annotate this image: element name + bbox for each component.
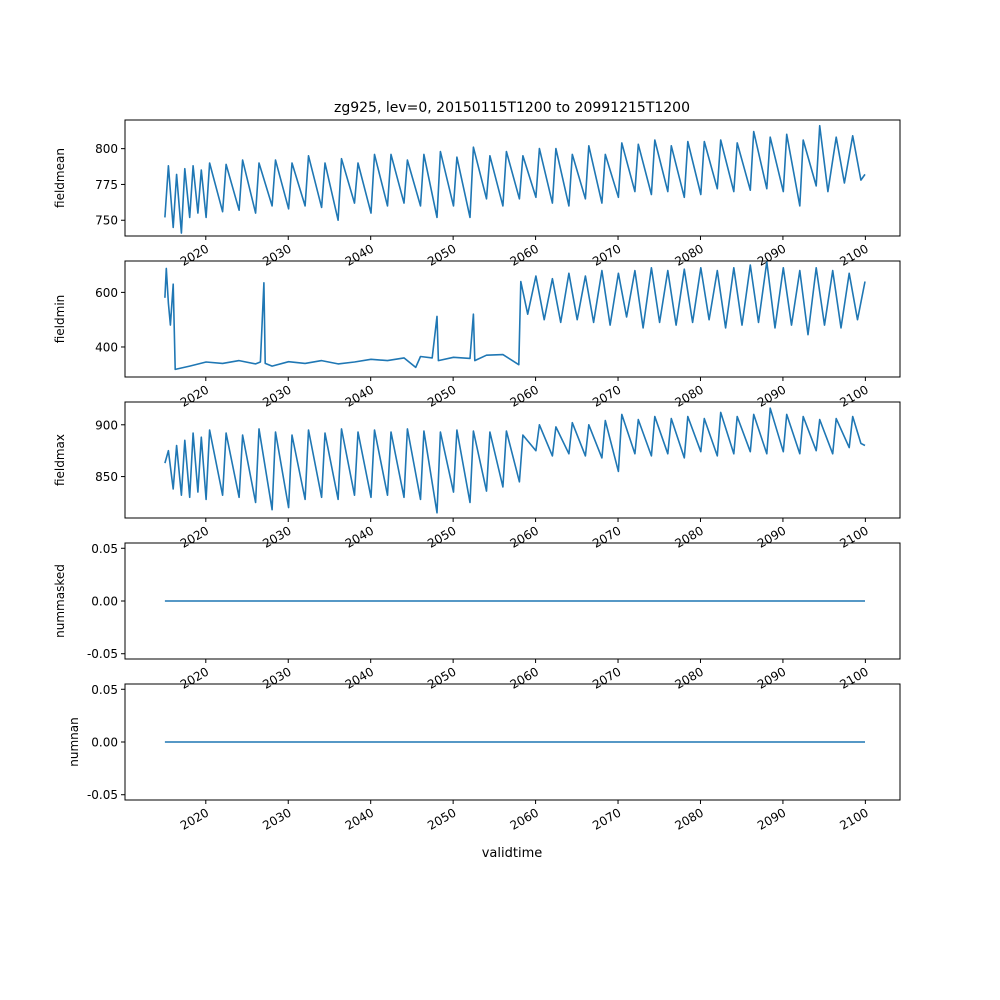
x-tick-label: 2050 [425,805,458,832]
chart-panels: 0.05 0.00 -0.05 numnan 2020 2030 2040 2050 2060 2… [53,119,901,833]
x-tick-label: 2100 [837,805,870,832]
x-tick-label: 2070 [590,805,623,832]
x-tick-label: 2030 [260,805,293,832]
x-tick-label: 2020 [178,805,211,832]
y-tick-label: 600 [95,286,118,300]
y-tick-label: 0.00 [91,595,118,609]
y-tick-label: 850 [95,470,118,484]
y-tick-label: -0.05 [87,647,118,661]
series-line-fieldmax [164,407,866,514]
y-axis-label-nummasked: nummasked [53,564,67,638]
x-tick-label: 2040 [343,805,376,832]
panel-numnan: 0.05 0.00 -0.05 numnan 2020 2030 2040 2050 2060 2… [67,683,901,833]
series-line-fieldmean [164,124,866,234]
axes-frame-fieldmean [124,119,901,237]
y-tick-label: 0.00 [91,736,118,750]
y-tick-label: -0.05 [87,788,118,802]
series-line-fieldmin [164,261,866,371]
y-tick-label: 0.05 [91,542,118,556]
y-axis-label-fieldmax: fieldmax [53,434,67,486]
x-tick-label: 2080 [673,805,706,832]
y-tick-label: 775 [95,178,118,192]
axes-frame-fieldmin [124,260,901,378]
chart-title: zg925, lev=0, 20150115T1200 to 20991215T… [334,100,690,116]
y-tick-label: 0.05 [91,683,118,697]
y-axis-label-fieldmin: fieldmin [53,295,67,344]
y-tick-label: 750 [95,214,118,228]
axes-background [125,261,900,377]
y-axis-label-numnan: numnan [67,717,81,766]
axes-frame-fieldmax [124,401,901,519]
y-tick-label: 400 [95,340,118,354]
x-tick-label: 2060 [508,805,541,832]
x-axis-label: validtime [482,846,543,861]
y-axis-label-fieldmean: fieldmean [53,148,67,208]
x-tick-label: 2090 [755,805,788,832]
y-tick-label: 800 [95,142,118,156]
y-tick-label: 900 [95,418,118,432]
